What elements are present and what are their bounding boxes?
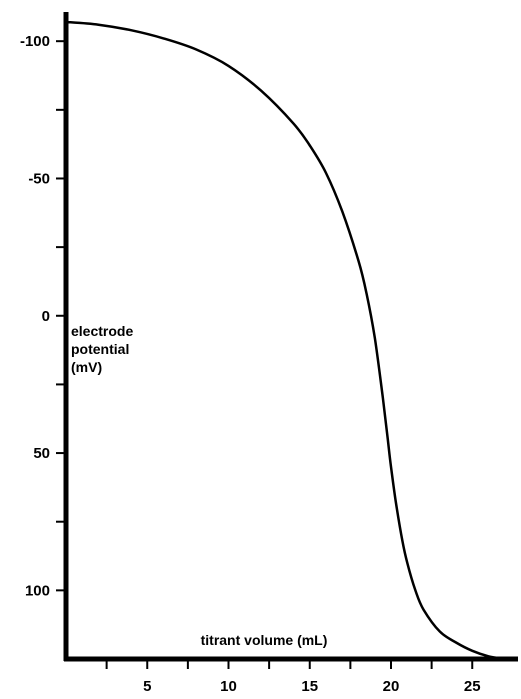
x-tick-label-5: 15	[301, 678, 318, 695]
x-tick-label-3: 10	[220, 678, 237, 695]
tick-labels-layer: 5 10 15 20 25 -100 -50 0 50 100	[20, 33, 481, 695]
ticks-layer	[56, 40, 474, 669]
y-axis-title: electrode potential (mV)	[71, 323, 137, 375]
x-tick-label-9: 25	[464, 678, 481, 695]
x-tick-label-1: 5	[143, 678, 151, 695]
y-axis-title-line-1: electrode	[71, 323, 133, 339]
y-axis-title-line-2: potential	[71, 341, 129, 357]
y-tick-label-4: 0	[42, 308, 50, 325]
x-axis-title: titrant volume (mL)	[201, 632, 328, 648]
series-layer	[64, 20, 507, 661]
y-tick-label-6: 50	[33, 445, 50, 462]
y-tick-label-8: 100	[25, 582, 50, 599]
y-axis-title-line-3: (mV)	[71, 359, 102, 375]
y-tick-label-0: -100	[20, 33, 50, 50]
y-tick-label-2: -50	[28, 170, 50, 187]
x-tick-label-7: 20	[383, 678, 400, 695]
series-line-0	[64, 20, 507, 661]
